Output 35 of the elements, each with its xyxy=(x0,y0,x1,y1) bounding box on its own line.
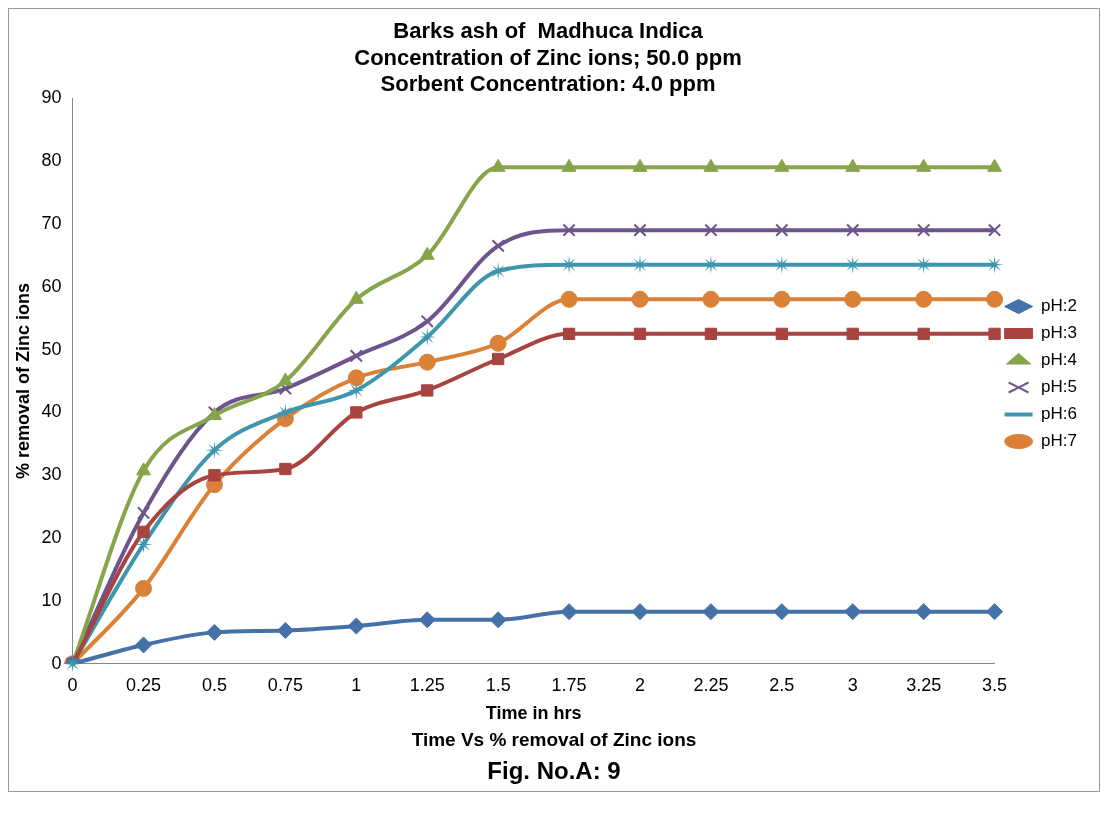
x-tick-label: 1 xyxy=(351,674,362,695)
x-tick-label: 3.5 xyxy=(982,674,1008,695)
y-tick-label: 70 xyxy=(41,212,62,233)
y-tick-label: 10 xyxy=(41,589,62,610)
x-tick-label: 2.5 xyxy=(769,674,795,695)
x-tick-label: 0.5 xyxy=(201,674,227,695)
legend-label: pH:2 xyxy=(1041,296,1078,316)
text: Time Vs % removal of Zinc ions xyxy=(410,729,698,751)
y-tick-label: 60 xyxy=(41,275,62,296)
legend-label: pH:6 xyxy=(1041,404,1078,424)
x-tick-label: 1.5 xyxy=(485,674,511,695)
y-axis-title: % removal of Zinc ions xyxy=(12,282,33,480)
x-tick-label: 2 xyxy=(634,674,645,695)
x-tick-label: 0 xyxy=(67,674,78,695)
legend-label: pH:5 xyxy=(1041,377,1078,397)
y-tick-label: 30 xyxy=(41,464,62,485)
x-tick-label: 3 xyxy=(847,674,858,695)
x-tick-label: 2.25 xyxy=(693,674,729,695)
x-tick-label: 3.25 xyxy=(906,674,942,695)
y-tick-label: 80 xyxy=(41,150,62,171)
x-tick-label: 0.75 xyxy=(267,674,303,695)
legend-label: pH:7 xyxy=(1041,431,1078,451)
y-tick-label: 90 xyxy=(41,87,62,108)
x-axis-title: Time in hrs xyxy=(485,703,582,724)
y-tick-label: 0 xyxy=(51,652,62,673)
x-tick-label: 1.75 xyxy=(551,674,587,695)
legend-label: pH:3 xyxy=(1041,323,1078,343)
text: Fig. No.A: 9 xyxy=(486,757,622,785)
y-tick-label: 40 xyxy=(41,401,62,422)
chart-title: Barks ash of Madhuca Indica Concentration of Zinc ions; 50.0 ppm Sorbent Concentration: 4.0 ppm xyxy=(354,18,742,97)
legend-label: pH:4 xyxy=(1041,350,1078,370)
y-tick-label: 50 xyxy=(41,338,62,359)
x-tick-label: 1.25 xyxy=(409,674,445,695)
y-tick-label: 20 xyxy=(41,527,62,548)
x-tick-label: 0.25 xyxy=(126,674,162,695)
